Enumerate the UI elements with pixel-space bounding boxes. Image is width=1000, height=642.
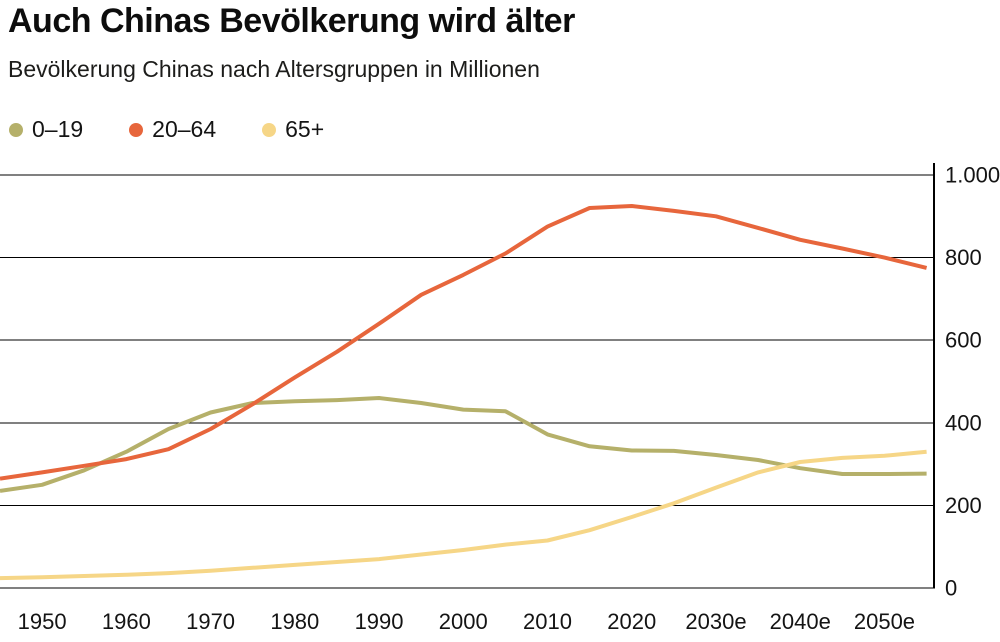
y-tick-label: 600: [945, 328, 982, 353]
y-tick-label: 0: [945, 576, 957, 601]
x-tick-label: 2000: [439, 609, 488, 634]
line-chart: 0 200 400 600 800 1.000 1950 1960 1970 1980 1990 20…: [0, 163, 1000, 634]
x-tick-label: 1960: [102, 609, 151, 634]
x-tick-label: 1950: [18, 609, 67, 634]
y-tick-label: 200: [945, 493, 982, 518]
legend-item-0-19: 0–19: [9, 116, 83, 143]
x-tick-label: 2030e: [685, 609, 746, 634]
x-tick-label: 2050e: [854, 609, 915, 634]
x-tick-label: 1980: [270, 609, 319, 634]
chart-title: Auch Chinas Bevölkerung wird älter: [8, 2, 575, 40]
x-tick-label: 2010: [523, 609, 572, 634]
legend-label: 0–19: [32, 116, 84, 142]
x-tick-label: 2020: [607, 609, 656, 634]
y-tick-label: 1.000: [945, 163, 1000, 188]
x-tick-label: 1970: [186, 609, 235, 634]
legend-dot: [129, 122, 144, 137]
x-tick-label: 1990: [355, 609, 404, 634]
legend-dot: [262, 122, 277, 137]
series-line-0-19: [0, 396, 927, 493]
legend-item-65plus: 65+: [262, 116, 324, 143]
legend: 0–19 20–64 65+: [9, 116, 324, 143]
y-tick-label: 400: [945, 410, 982, 435]
chart-subtitle: Bevölkerung Chinas nach Altersgruppen in…: [8, 56, 540, 82]
legend-label: 20–64: [152, 116, 217, 142]
x-tick-label: 2040e: [770, 609, 831, 634]
legend-label: 65+: [285, 116, 325, 142]
legend-item-20-64: 20–64: [129, 116, 216, 143]
series-line-20-64: [0, 204, 928, 481]
series-line-65plus: [0, 449, 927, 581]
y-tick-label: 800: [945, 245, 982, 270]
legend-dot: [9, 122, 23, 137]
